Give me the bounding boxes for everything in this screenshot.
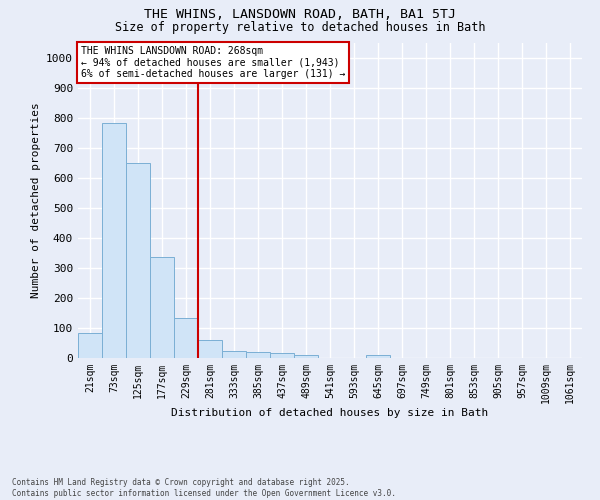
Bar [126, 163, 150, 358]
Text: Contains HM Land Registry data © Crown copyright and database right 2025.
Contai: Contains HM Land Registry data © Crown c… [12, 478, 396, 498]
Bar [102, 122, 126, 358]
Bar [222, 350, 246, 358]
Bar [294, 355, 318, 358]
Bar [150, 257, 174, 358]
Text: Size of property relative to detached houses in Bath: Size of property relative to detached ho… [115, 21, 485, 34]
Text: THE WHINS, LANSDOWN ROAD, BATH, BA1 5TJ: THE WHINS, LANSDOWN ROAD, BATH, BA1 5TJ [144, 8, 456, 20]
Text: THE WHINS LANSDOWN ROAD: 268sqm
← 94% of detached houses are smaller (1,943)
6% : THE WHINS LANSDOWN ROAD: 268sqm ← 94% of… [80, 46, 345, 79]
Bar [174, 318, 198, 358]
Bar [246, 352, 270, 358]
Bar [366, 356, 390, 358]
Y-axis label: Number of detached properties: Number of detached properties [31, 102, 41, 298]
Bar [198, 340, 222, 357]
Bar [270, 354, 294, 358]
X-axis label: Distribution of detached houses by size in Bath: Distribution of detached houses by size … [172, 408, 488, 418]
Bar [78, 332, 102, 357]
